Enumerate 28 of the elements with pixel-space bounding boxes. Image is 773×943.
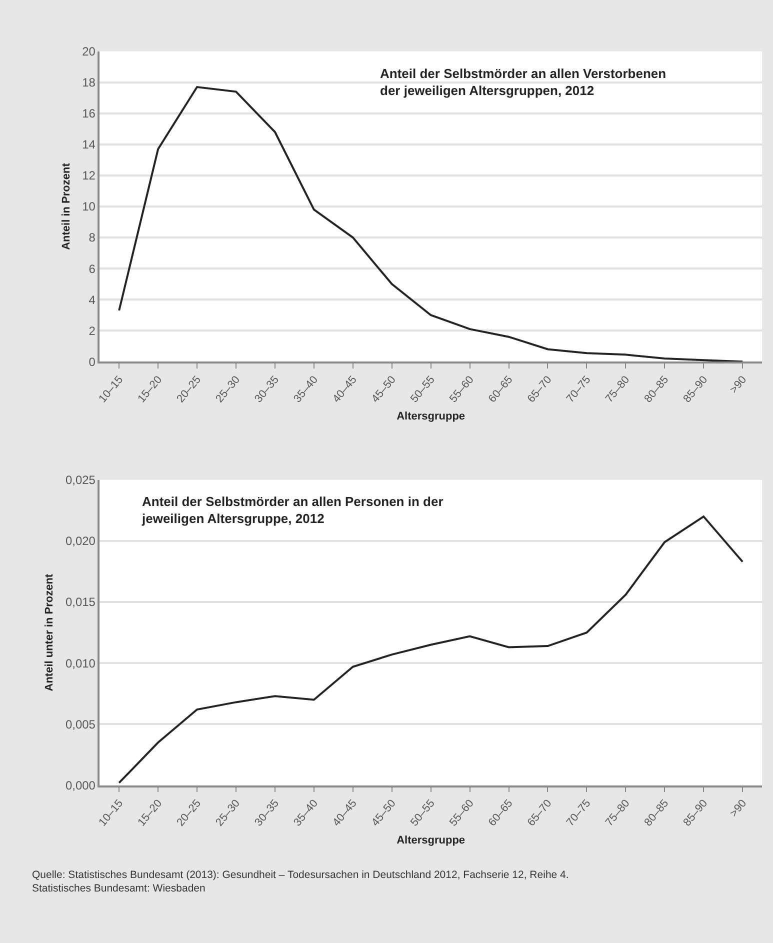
text: Anteil der Selbstmörder an allen Verstorbenen der jeweiligen Altersgruppen, 2012 xyxy=(380,66,666,98)
x-axis-title: Altersgruppe xyxy=(396,410,466,423)
text: Anteil der Selbstmörder an allen Personen in der jeweiligen Altersgruppe, 2012 xyxy=(141,494,444,526)
y-tick-label: 18 xyxy=(82,76,96,90)
y-tick-label: 10 xyxy=(82,200,96,214)
y-tick-label: 2 xyxy=(88,324,96,338)
y-tick-label: 0,025 xyxy=(65,473,96,488)
y-tick-label: 8 xyxy=(88,230,96,245)
y-tick-label: 4 xyxy=(88,292,96,307)
y-tick-label: 0,000 xyxy=(65,778,96,792)
y-axis-title: Anteil unter in Prozent xyxy=(44,574,56,692)
x-tick-label: >90 xyxy=(728,374,750,396)
source-note: Quelle: Statistisches Bundesamt (2013): Gesundheit – Todesursachen in Deutschland 2012, Fachserie 12, Reihe 4. Statistisches Bundesamt: Wiesbaden xyxy=(32,869,569,895)
y-axis-title: Anteil in Prozent xyxy=(60,162,72,250)
y-tick-label: 20 xyxy=(82,44,96,59)
line-series xyxy=(118,86,744,362)
y-tick-label: 0,010 xyxy=(65,656,96,670)
x-tick-label: >90 xyxy=(728,797,750,820)
y-tick-label: 12 xyxy=(82,168,96,183)
y-tick-label: 0,015 xyxy=(65,595,96,610)
y-tick-label: 16 xyxy=(82,106,96,121)
y-tick-label: 14 xyxy=(82,138,96,152)
y-tick-label: 0 xyxy=(88,354,96,369)
y-tick-label: 0,005 xyxy=(65,717,96,732)
y-tick-label: 6 xyxy=(88,262,96,276)
x-axis-title: Altersgruppe xyxy=(396,834,466,846)
y-tick-label: 0,020 xyxy=(65,534,96,548)
line-series xyxy=(118,516,744,784)
